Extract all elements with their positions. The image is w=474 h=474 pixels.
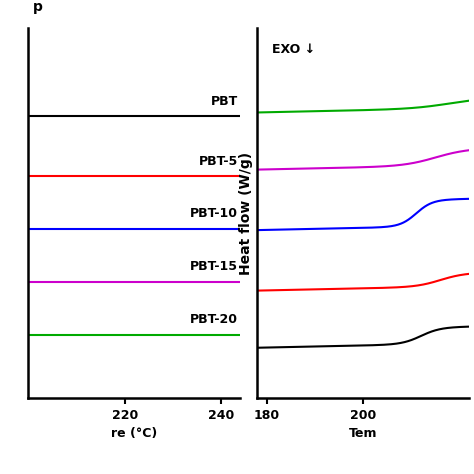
Text: PBT-10: PBT-10: [190, 207, 238, 220]
Text: PBT: PBT: [211, 95, 238, 108]
X-axis label: Tem: Tem: [349, 427, 378, 440]
Y-axis label: Heat flow (W/g): Heat flow (W/g): [239, 152, 253, 275]
Text: EXO ↓: EXO ↓: [272, 43, 315, 56]
Text: PBT-15: PBT-15: [190, 260, 238, 273]
X-axis label: re (°C): re (°C): [111, 427, 157, 440]
Text: PBT-5: PBT-5: [199, 155, 238, 167]
Text: p: p: [33, 0, 43, 14]
Text: PBT-20: PBT-20: [190, 313, 238, 326]
